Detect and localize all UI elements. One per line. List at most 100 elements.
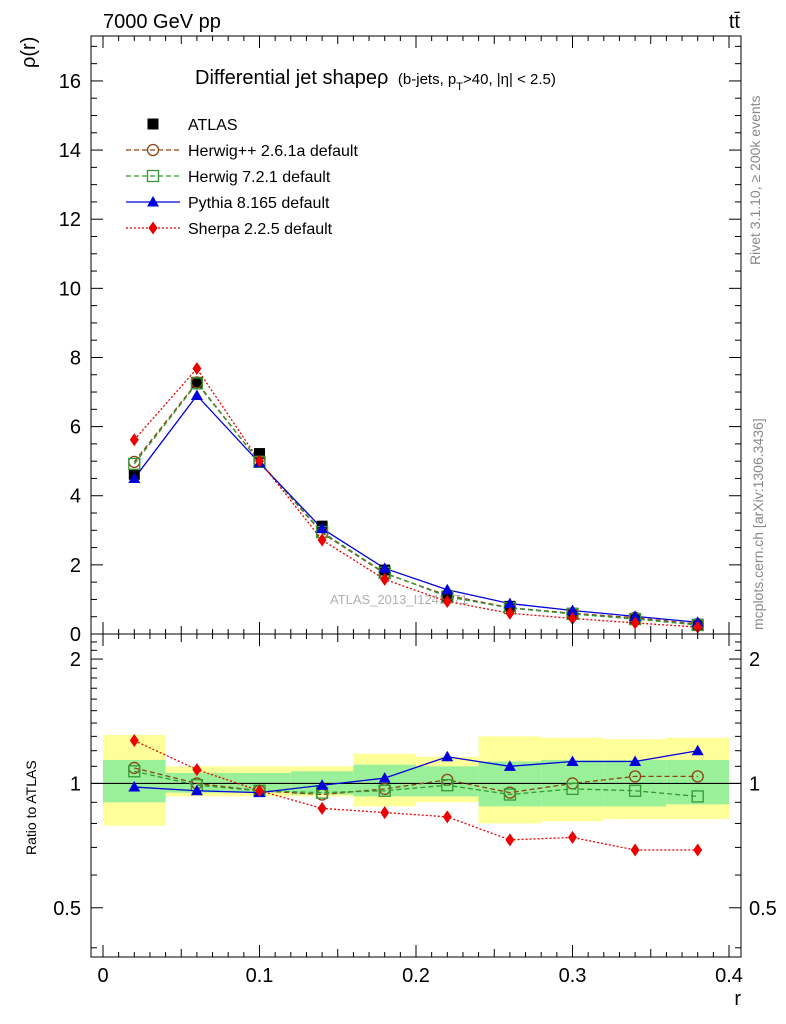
legend-label: ATLAS [188, 117, 238, 134]
ratio-data-point [441, 750, 454, 762]
data-point [316, 522, 329, 534]
series-line [133, 394, 698, 623]
data-point [128, 457, 141, 471]
ratio-frame [90, 633, 742, 958]
legend-label: Pythia 8.165 default [188, 195, 330, 212]
x-tick-label: 0 [97, 965, 108, 987]
ratio-data-point [628, 784, 642, 797]
data-point [192, 362, 202, 376]
data-point [503, 597, 516, 609]
ratio-data-point [380, 806, 390, 820]
ratio-data-point [629, 755, 642, 766]
ratio-y-tick-label: 1 [70, 773, 81, 795]
series-line [133, 382, 698, 626]
data-point [693, 620, 703, 634]
ratio-data-point [378, 784, 391, 797]
ratio-data-point [190, 784, 203, 796]
ratio-y-tick-label-right: 2 [749, 649, 760, 671]
ratio-data-point [442, 810, 452, 824]
energy-label: 7000 GeV pp [103, 11, 221, 33]
data-point [505, 606, 515, 620]
ratio-data-point [691, 790, 704, 803]
chart-title-main: Differential jet shapeρ [195, 67, 388, 89]
series-line [133, 367, 698, 628]
ratio-y-tick-label: 2 [70, 649, 81, 671]
ratio-data-point [441, 779, 454, 792]
series-sherpa-2-2-5-default [133, 367, 698, 628]
ratio-series-line [134, 750, 698, 794]
legend-item: Pythia 8.165 default [126, 195, 330, 212]
data-point [380, 572, 390, 586]
ratio-data-point [505, 833, 515, 847]
ratio-y-tick-label: 0.5 [53, 898, 81, 920]
ratio-data-point [503, 788, 517, 801]
chart-title: Differential jet shapeρ (b-jets, pT>40, … [195, 67, 556, 93]
ratio-data-point [129, 734, 139, 748]
mcplots-label: mcplots.cern.ch [arXiv:1306.3436] [750, 418, 766, 630]
x-tick-label: 0.2 [402, 965, 430, 987]
ratio-y-tick-label-right: 0.5 [749, 898, 777, 920]
y-tick-label: 0 [70, 624, 81, 646]
y-tick-label: 12 [59, 209, 81, 231]
ratio-data-point [630, 843, 640, 857]
ratio-data-point [128, 781, 141, 792]
legend-marker [147, 196, 159, 207]
uncertainty-band-inner [228, 772, 291, 793]
chart-title-detail-sub: T [456, 81, 463, 93]
legend-label: Herwig 7.2.1 default [188, 169, 331, 186]
legend-marker [146, 169, 160, 183]
data-point [441, 583, 454, 595]
watermark: ATLAS_2013_I1243871 [330, 592, 468, 607]
legend-marker [146, 143, 160, 157]
legend-label: Sherpa 2.2.5 default [188, 221, 333, 238]
uncertainty-band-inner [416, 766, 479, 797]
legend: ATLAS Herwig++ 2.6.1a default Herwig 7.2.1… [126, 117, 358, 238]
markers-sherpa-2-2-5-default [129, 362, 703, 634]
x-tick-label: 0.1 [246, 965, 274, 987]
data-point [254, 448, 265, 460]
ratio-series-sherpa-2-2-5-default [129, 734, 703, 857]
data-point [255, 454, 264, 468]
rivet-label: Rivet 3.1.10, ≥ 200k events [747, 95, 763, 265]
ratio-data-point [628, 770, 642, 783]
ratio-y-axis-label: Ratio to ATLAS [23, 760, 39, 855]
legend-item: Sherpa 2.2.5 default [126, 221, 333, 238]
y-tick-label: 8 [70, 347, 81, 369]
ratio-data-point [566, 782, 579, 796]
ratio-data-point [566, 755, 579, 766]
ratio-data-point [503, 760, 516, 771]
ratio-data-point [128, 765, 141, 778]
data-point [190, 377, 204, 390]
ratio-y-tick-label-right: 1 [749, 773, 760, 795]
x-tick-label: 0.4 [715, 965, 743, 987]
main-panel: ATLAS_2013_I1243871 0 2 4 6 8 10 12 14 16 ρ(r) D… [18, 35, 742, 646]
data-point [317, 533, 327, 547]
y-axis-label: ρ(r) [18, 37, 40, 68]
legend-marker [147, 118, 159, 130]
data-point [128, 472, 141, 483]
ratio-data-point [192, 763, 202, 777]
process-label: tt̄ [729, 11, 741, 33]
ratio-data-point [691, 770, 704, 783]
series-herwig-7-2-1-default [133, 382, 698, 626]
legend-item: Herwig++ 2.6.1a default [126, 143, 358, 160]
legend-label: Herwig++ 2.6.1a default [188, 143, 358, 160]
ratio-data-point [378, 772, 391, 783]
legend-marker [148, 221, 158, 235]
ratio-panel: 0.5 0.5 1 1 2 2 0 0.1 0.2 0.3 0.4 Ratio to ATLAS r [23, 633, 777, 1010]
ratio-data-point [255, 784, 264, 798]
ratio-data-point [316, 779, 329, 790]
data-point [442, 595, 452, 609]
chart-title-detail-post: >40, |η| < 2.5) [463, 71, 556, 88]
markers-pythia-8-165-default [128, 389, 704, 627]
legend-item: Herwig 7.2.1 default [126, 169, 331, 186]
data-point [568, 611, 577, 625]
data-point [191, 376, 203, 388]
legend-item: ATLAS [147, 117, 238, 134]
ratio-data-point [693, 843, 703, 857]
data-point [566, 604, 579, 615]
y-tick-label: 6 [70, 417, 81, 439]
y-tick-label: 16 [59, 71, 81, 93]
ratio-series-line [134, 767, 698, 796]
